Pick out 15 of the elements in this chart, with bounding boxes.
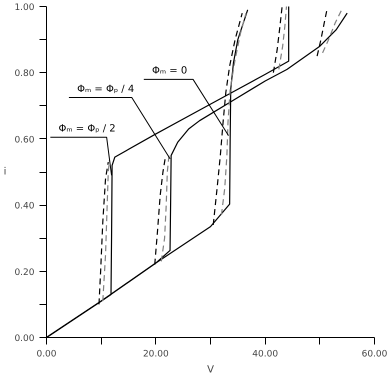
annotation: Φₘ = 0 [152, 66, 188, 77]
annotation: Φₘ = Φₚ / 2 [58, 124, 116, 135]
x-tick-label: 60.00 [362, 350, 388, 360]
x-tick-label: 40.00 [252, 350, 278, 360]
x-axis-title: V [207, 364, 214, 376]
y-tick-label: 0.40 [14, 202, 35, 212]
y-tick-label: 1.00 [14, 3, 35, 13]
x-tick-label: 20.00 [142, 350, 169, 360]
y-axis-title: i [4, 166, 6, 178]
y-tick-label: 0.60 [14, 135, 35, 146]
y-tick-label: 0.20 [14, 268, 35, 278]
annotation: Φₘ = Φₚ / 4 [77, 84, 134, 95]
x-tick-label: 0.00 [36, 350, 57, 360]
y-tick-label: 0.00 [14, 334, 35, 344]
y-tick-label: 0.80 [14, 69, 35, 80]
